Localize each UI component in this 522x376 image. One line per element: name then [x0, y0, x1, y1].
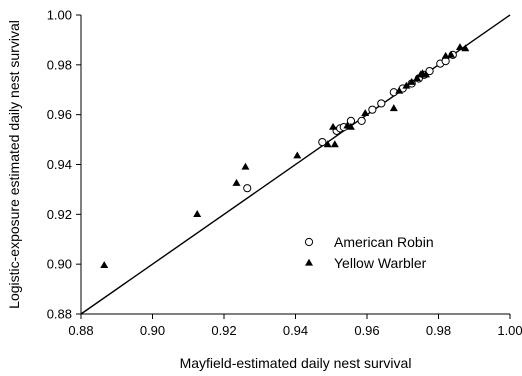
yellow-warbler-point [455, 43, 464, 51]
yellow-warbler-point [346, 122, 355, 130]
american-robin-point [318, 137, 327, 147]
american-robin-point [377, 99, 386, 108]
legend-yellow-warbler-label: Yellow Warbler [334, 255, 427, 271]
ticks: 0.88 0.90 0.92 0.94 0.96 0.98 1.00 0.88 0.90 0.92… [47, 8, 522, 339]
y-axis-title: Logistic-exposure estimated daily nest s… [6, 20, 22, 309]
american-robin-point [368, 105, 377, 114]
y-tick-label: 0.88 [47, 307, 72, 322]
y-tick-label: 0.98 [47, 57, 72, 72]
yellow-warbler-point [402, 81, 411, 89]
y-tick-label: 0.94 [47, 157, 72, 172]
yellow-warbler-point [330, 140, 339, 148]
legend: American Robin Yellow Warbler [304, 234, 434, 271]
x-tick-label: 0.96 [354, 323, 379, 338]
yellow-warbler-point [389, 104, 398, 112]
x-tick-label: 0.92 [211, 323, 236, 338]
legend-american-robin-label: American Robin [334, 234, 434, 250]
yellow-warbler-point [461, 44, 470, 52]
yellow-warbler-point [447, 50, 456, 58]
x-tick-label: 0.94 [283, 323, 308, 338]
yellow-warbler-point [100, 261, 109, 269]
yellow-warbler-point [413, 74, 422, 82]
american-robin-point [243, 184, 252, 193]
american-robin-point [357, 116, 366, 125]
yellow-warbler-point [232, 178, 241, 186]
x-tick-label: 0.98 [426, 323, 451, 338]
yellow-warbler-point [241, 162, 250, 170]
yellow-warbler-point [407, 77, 416, 85]
y-tick-label: 0.90 [47, 257, 72, 272]
yellow-warbler-point [395, 86, 404, 94]
y-tick-label: 1.00 [47, 8, 72, 23]
x-axis-title: Mayfield-estimated daily nest survival [180, 355, 412, 371]
yellow-warbler-point [323, 140, 332, 148]
yellow-warbler-point [329, 122, 338, 130]
legend-american-robin-marker [304, 237, 314, 247]
x-tick-label: 1.00 [497, 323, 522, 338]
x-tick-label: 0.90 [140, 323, 165, 338]
x-tick-label: 0.88 [68, 323, 93, 338]
yellow-warbler-point [421, 70, 430, 78]
data-points [100, 43, 470, 269]
yellow-warbler-point [293, 151, 302, 159]
yellow-warbler-point [193, 210, 202, 217]
yellow-warbler-point [361, 109, 370, 117]
y-tick-label: 0.96 [47, 107, 72, 122]
legend-yellow-warbler-marker [305, 258, 313, 266]
y-tick-label: 0.92 [47, 207, 72, 222]
